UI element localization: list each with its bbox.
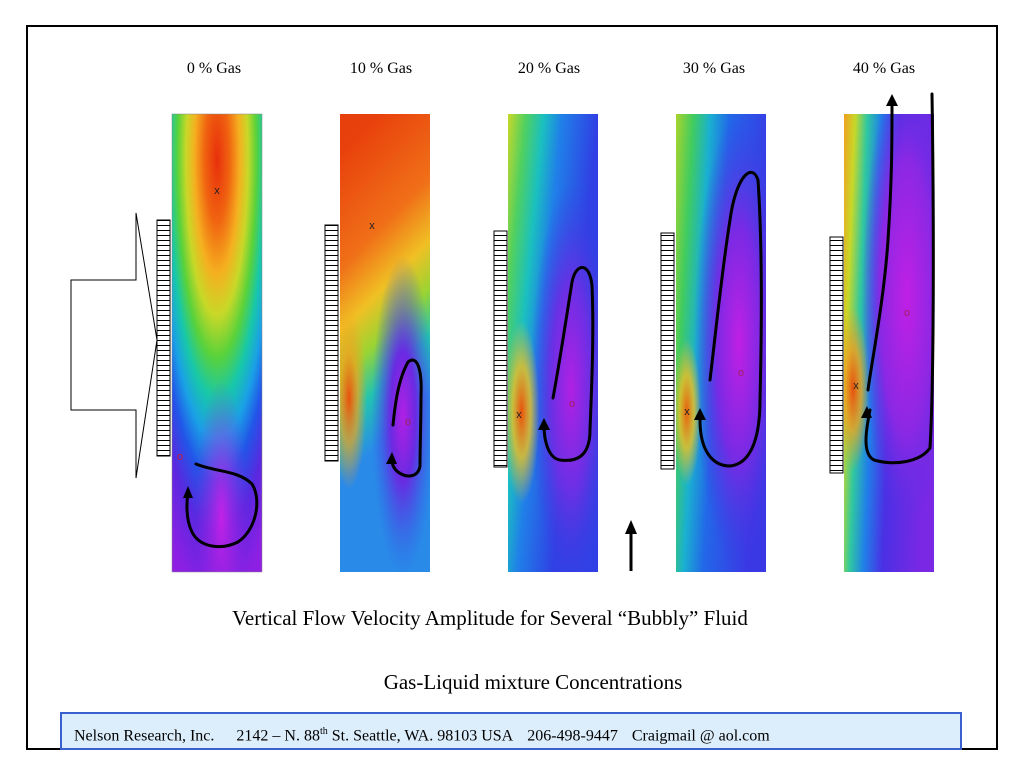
min-marker-40: o [904, 307, 910, 319]
max-marker-20: x [516, 409, 522, 421]
panel-label-10: 10 % Gas [349, 60, 413, 77]
min-marker-30: o [738, 367, 744, 379]
input-arrow-icon [70, 212, 158, 479]
panel-label-30: 30 % Gas [682, 60, 746, 77]
streamline-40-return [864, 92, 935, 465]
panel-label-20: 20 % Gas [517, 60, 581, 77]
panel-30-gas [676, 114, 766, 572]
streamline-40 [866, 100, 894, 392]
transducer-bar-40 [829, 236, 844, 474]
footer-company: Nelson Research, Inc. [74, 727, 215, 745]
max-marker-30: x [684, 406, 690, 418]
panel-20-gas [508, 114, 598, 572]
footer-email: Craigmail @ aol.com [631, 727, 770, 745]
arrowhead-40b [886, 94, 898, 106]
caption-line-2: Gas-Liquid mixture Concentrations [383, 670, 683, 694]
transducer-bar-0 [156, 219, 171, 457]
footer-address-sup: th [319, 726, 328, 737]
max-marker-10: x [369, 220, 375, 232]
min-marker-20: o [569, 398, 575, 410]
caption-line-1: Vertical Flow Velocity Amplitude for Sev… [232, 606, 748, 630]
footer-bar: Nelson Research, Inc. 2142 – N. 88th St. … [60, 712, 962, 750]
min-marker-10: o [405, 416, 411, 428]
flow-arrowheads [183, 94, 898, 498]
footer-phone: 206-498-9447 [527, 727, 618, 745]
transducer-bar-10 [324, 224, 339, 462]
arrowhead-20 [538, 418, 550, 430]
arrowhead-30 [694, 408, 706, 420]
streamlines [185, 92, 935, 549]
panel-10-gas [340, 114, 430, 572]
panel-label-40: 40 % Gas [852, 60, 916, 77]
max-marker-40: x [853, 380, 859, 392]
panel-40-gas [844, 114, 934, 572]
panel-0-gas [171, 113, 263, 573]
panel-label-0: 0 % Gas [186, 60, 242, 77]
arrowhead-40a [861, 406, 872, 418]
max-marker-0: x [214, 185, 220, 197]
up-arrow-icon [625, 520, 637, 534]
streamline-0 [185, 462, 259, 549]
streamline-20 [542, 266, 595, 462]
footer-address-pre: 2142 – N. 88 [236, 727, 320, 745]
arrowhead-0 [183, 486, 193, 498]
streamline-30 [698, 170, 763, 468]
arrowhead-10 [386, 452, 397, 464]
footer-address-post: St. Seattle, WA. 98103 USA [327, 727, 514, 745]
transducer-bar-20 [493, 230, 508, 468]
streamline-10 [390, 358, 423, 478]
min-marker-0: o [177, 451, 183, 463]
transducer-bar-30 [660, 232, 675, 470]
